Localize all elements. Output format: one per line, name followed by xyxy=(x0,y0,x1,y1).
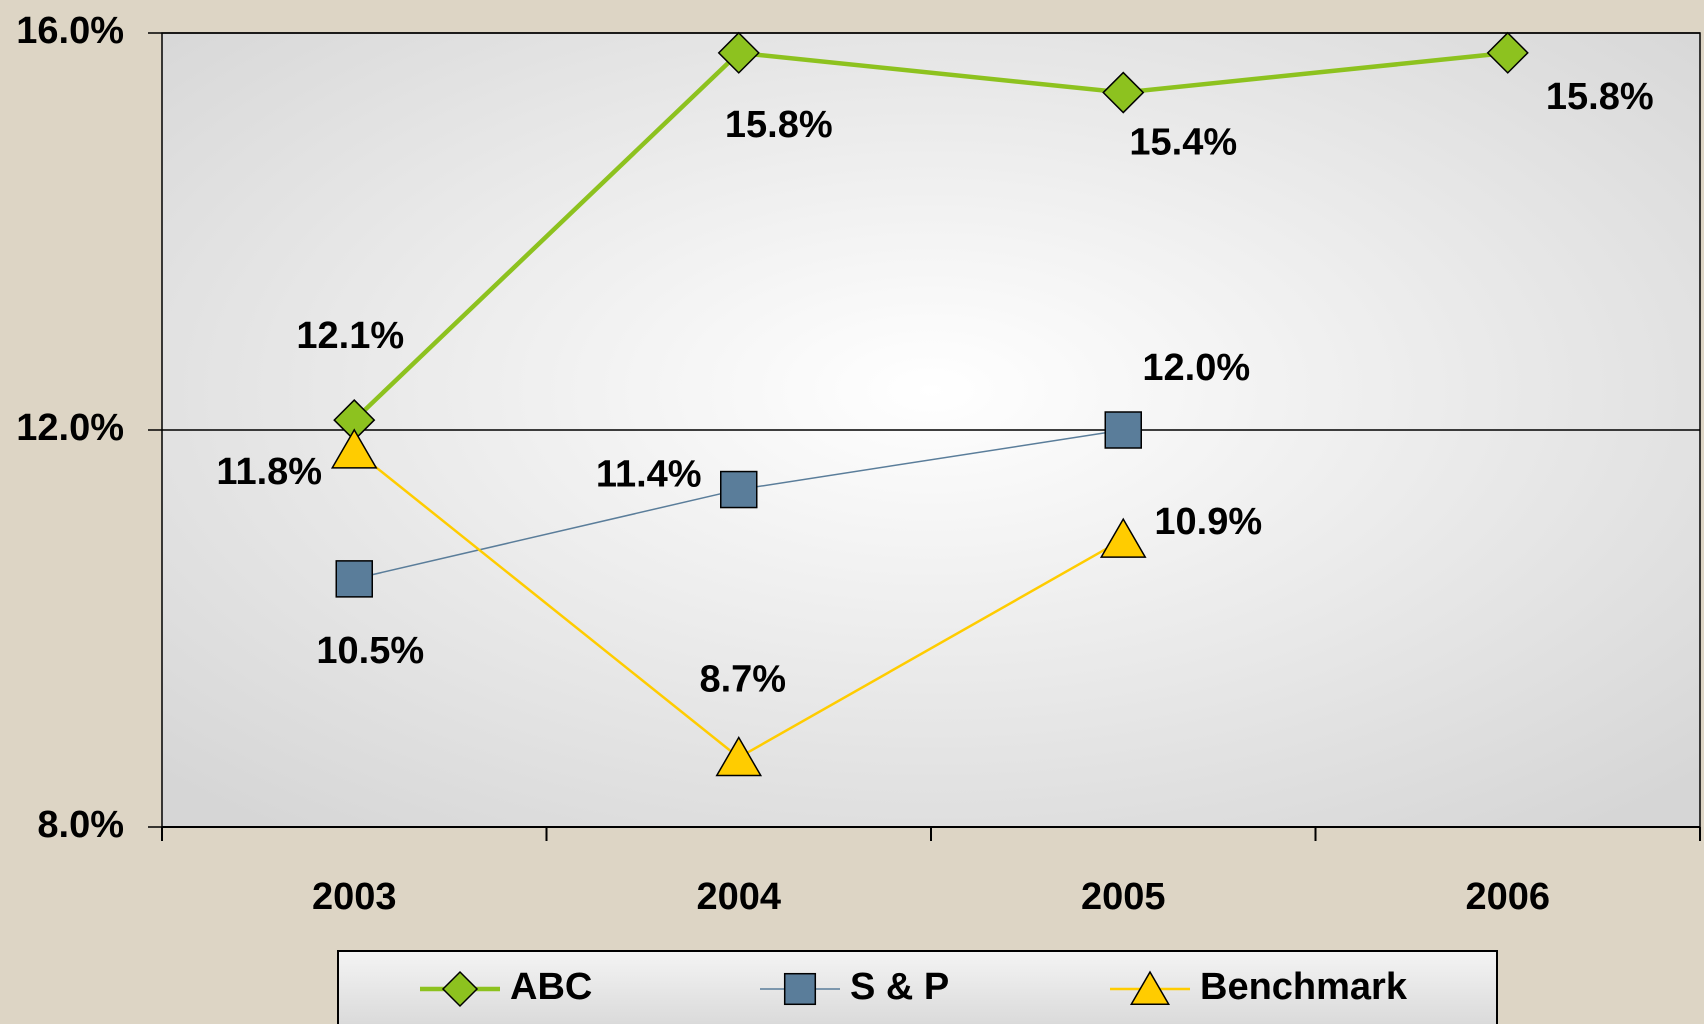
x-tick-label: 2004 xyxy=(696,876,781,918)
legend-box xyxy=(337,950,1498,1024)
x-tick-label: 2003 xyxy=(312,876,397,918)
series-line xyxy=(352,50,1508,422)
marker xyxy=(330,428,378,469)
data-label: 12.1% xyxy=(296,315,404,357)
marker xyxy=(1099,517,1147,558)
marker xyxy=(715,736,763,777)
marker xyxy=(1129,970,1171,1006)
marker xyxy=(441,970,479,1008)
marker xyxy=(1102,71,1145,114)
data-label: 15.8% xyxy=(725,104,833,146)
data-label: 12.0% xyxy=(1142,347,1250,389)
x-tick-label: 2005 xyxy=(1081,876,1166,918)
legend-label: Benchmark xyxy=(1200,966,1408,1008)
data-label: 15.8% xyxy=(1546,76,1654,118)
x-tick-label: 2006 xyxy=(1465,876,1550,918)
marker xyxy=(335,560,373,598)
marker xyxy=(783,972,817,1006)
marker xyxy=(1104,411,1142,449)
marker xyxy=(720,470,758,509)
legend-label: S & P xyxy=(850,966,949,1008)
data-label: 11.4% xyxy=(596,454,702,496)
marker xyxy=(1486,31,1529,74)
data-label: 11.8% xyxy=(216,451,322,493)
y-tick-label: 16.0% xyxy=(16,10,124,52)
data-label: 10.5% xyxy=(316,630,424,672)
legend-label: ABC xyxy=(510,966,592,1008)
data-label: 10.9% xyxy=(1154,501,1262,543)
data-label: 15.4% xyxy=(1129,122,1237,164)
y-tick-label: 12.0% xyxy=(16,407,124,449)
y-tick-label: 8.0% xyxy=(37,804,124,846)
marker xyxy=(717,31,760,74)
data-label: 8.7% xyxy=(699,659,786,701)
